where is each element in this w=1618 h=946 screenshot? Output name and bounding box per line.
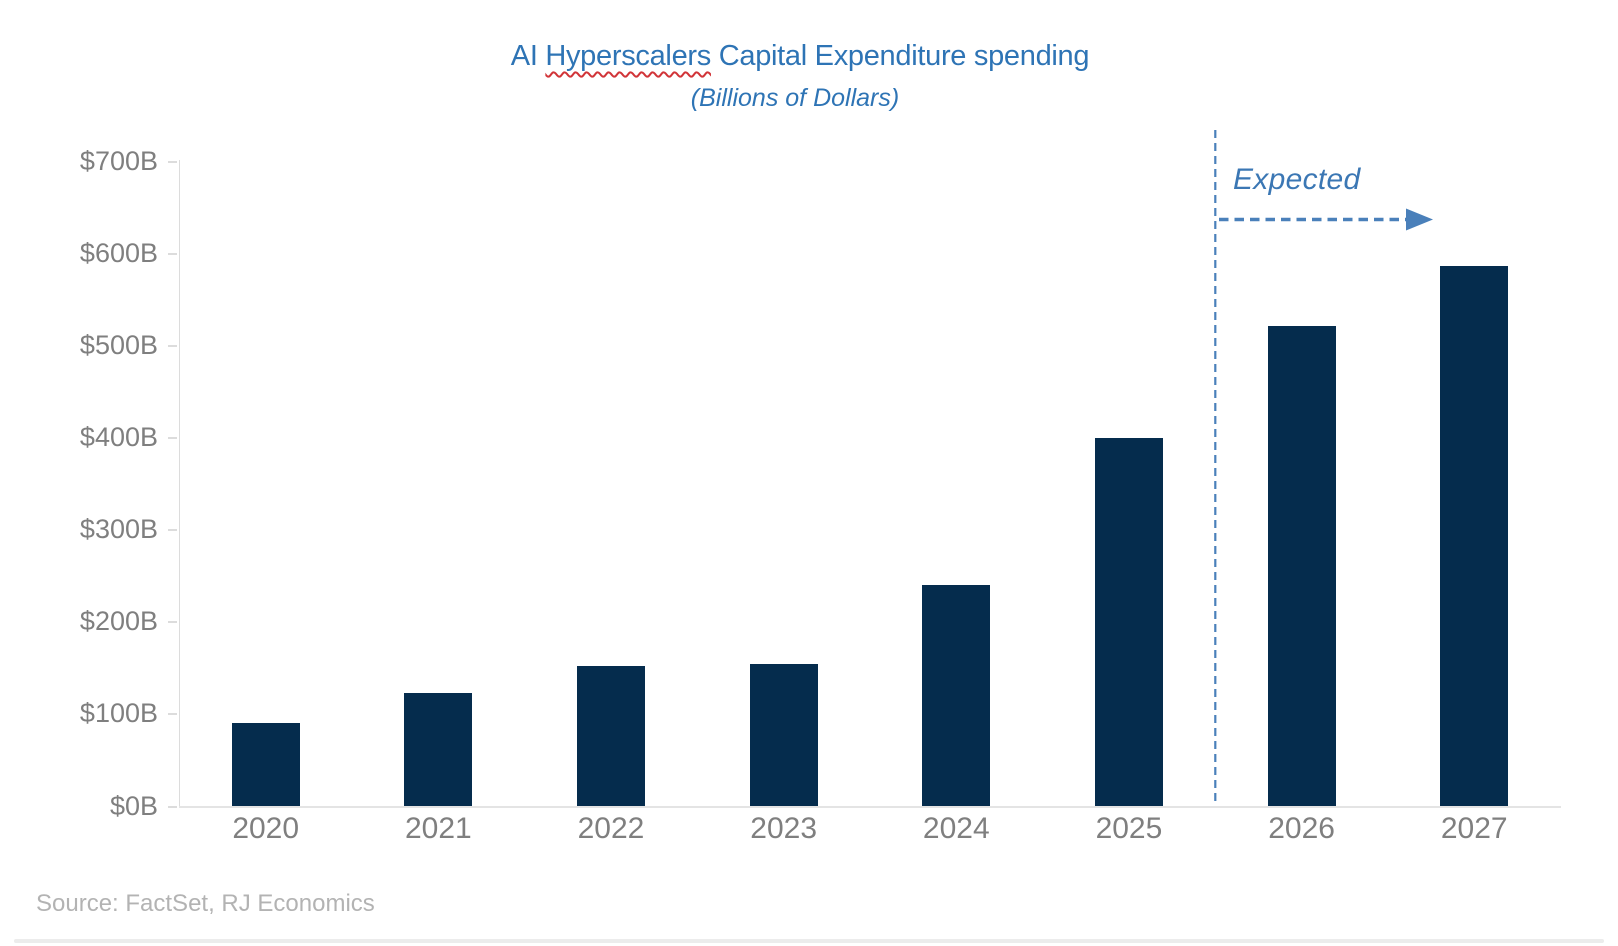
- chart-title: AI Hyperscalers Capital Expenditure spen…: [0, 40, 1600, 73]
- y-tick-mark-600: [168, 252, 177, 255]
- bar-2026: [1267, 325, 1336, 807]
- bar-2020: [231, 722, 300, 807]
- y-tick-mark-700: [168, 160, 177, 163]
- chart-title-prefix: AI: [510, 40, 546, 72]
- chart-title-misspelled-word: Hyperscalers: [545, 40, 711, 72]
- x-tick-label-2026: 2026: [1268, 812, 1335, 845]
- y-tick-mark-500: [168, 344, 177, 347]
- bottom-divider-line: [14, 939, 1604, 943]
- y-tick-mark-100: [168, 713, 177, 716]
- x-axis-line: [179, 806, 1561, 808]
- y-tick-mark-200: [168, 621, 177, 624]
- x-tick-label-2021: 2021: [404, 812, 472, 845]
- source-note: Source: FactSet, RJ Economics: [36, 890, 375, 917]
- y-tick-label-200: $200B: [79, 606, 158, 637]
- y-tick-label-500: $500B: [79, 329, 158, 360]
- x-tick-label-2023: 2023: [750, 812, 818, 845]
- bar-2021: [404, 693, 473, 807]
- y-tick-mark-300: [168, 529, 177, 532]
- bar-2024: [922, 585, 991, 807]
- chart-title-suffix: Capital Expenditure spending: [710, 40, 1090, 72]
- y-tick-label-100: $100B: [79, 698, 158, 729]
- bar-2022: [577, 665, 645, 807]
- bar-2027: [1440, 265, 1509, 807]
- chart-subtitle: (Billions of Dollars): [690, 84, 900, 112]
- x-tick-label-2022: 2022: [577, 812, 645, 845]
- y-tick-mark-0: [168, 805, 177, 808]
- expected-label: Expected: [1233, 163, 1361, 196]
- y-tick-label-300: $300B: [79, 514, 158, 545]
- expected-arrow-head-icon: [1406, 208, 1433, 231]
- y-tick-label-700: $700B: [79, 145, 158, 176]
- bar-2023: [749, 663, 818, 807]
- bar-2025: [1094, 437, 1163, 807]
- x-tick-label-2027: 2027: [1440, 812, 1508, 845]
- x-tick-label-2024: 2024: [922, 812, 990, 845]
- x-tick-label-2020: 2020: [232, 812, 300, 845]
- y-tick-mark-400: [168, 436, 177, 439]
- y-axis-line: [179, 160, 180, 807]
- y-tick-label-600: $600B: [79, 237, 158, 268]
- y-tick-label-400: $400B: [79, 421, 158, 452]
- x-tick-label-2025: 2025: [1095, 812, 1163, 845]
- y-tick-label-0: $0B: [109, 790, 158, 821]
